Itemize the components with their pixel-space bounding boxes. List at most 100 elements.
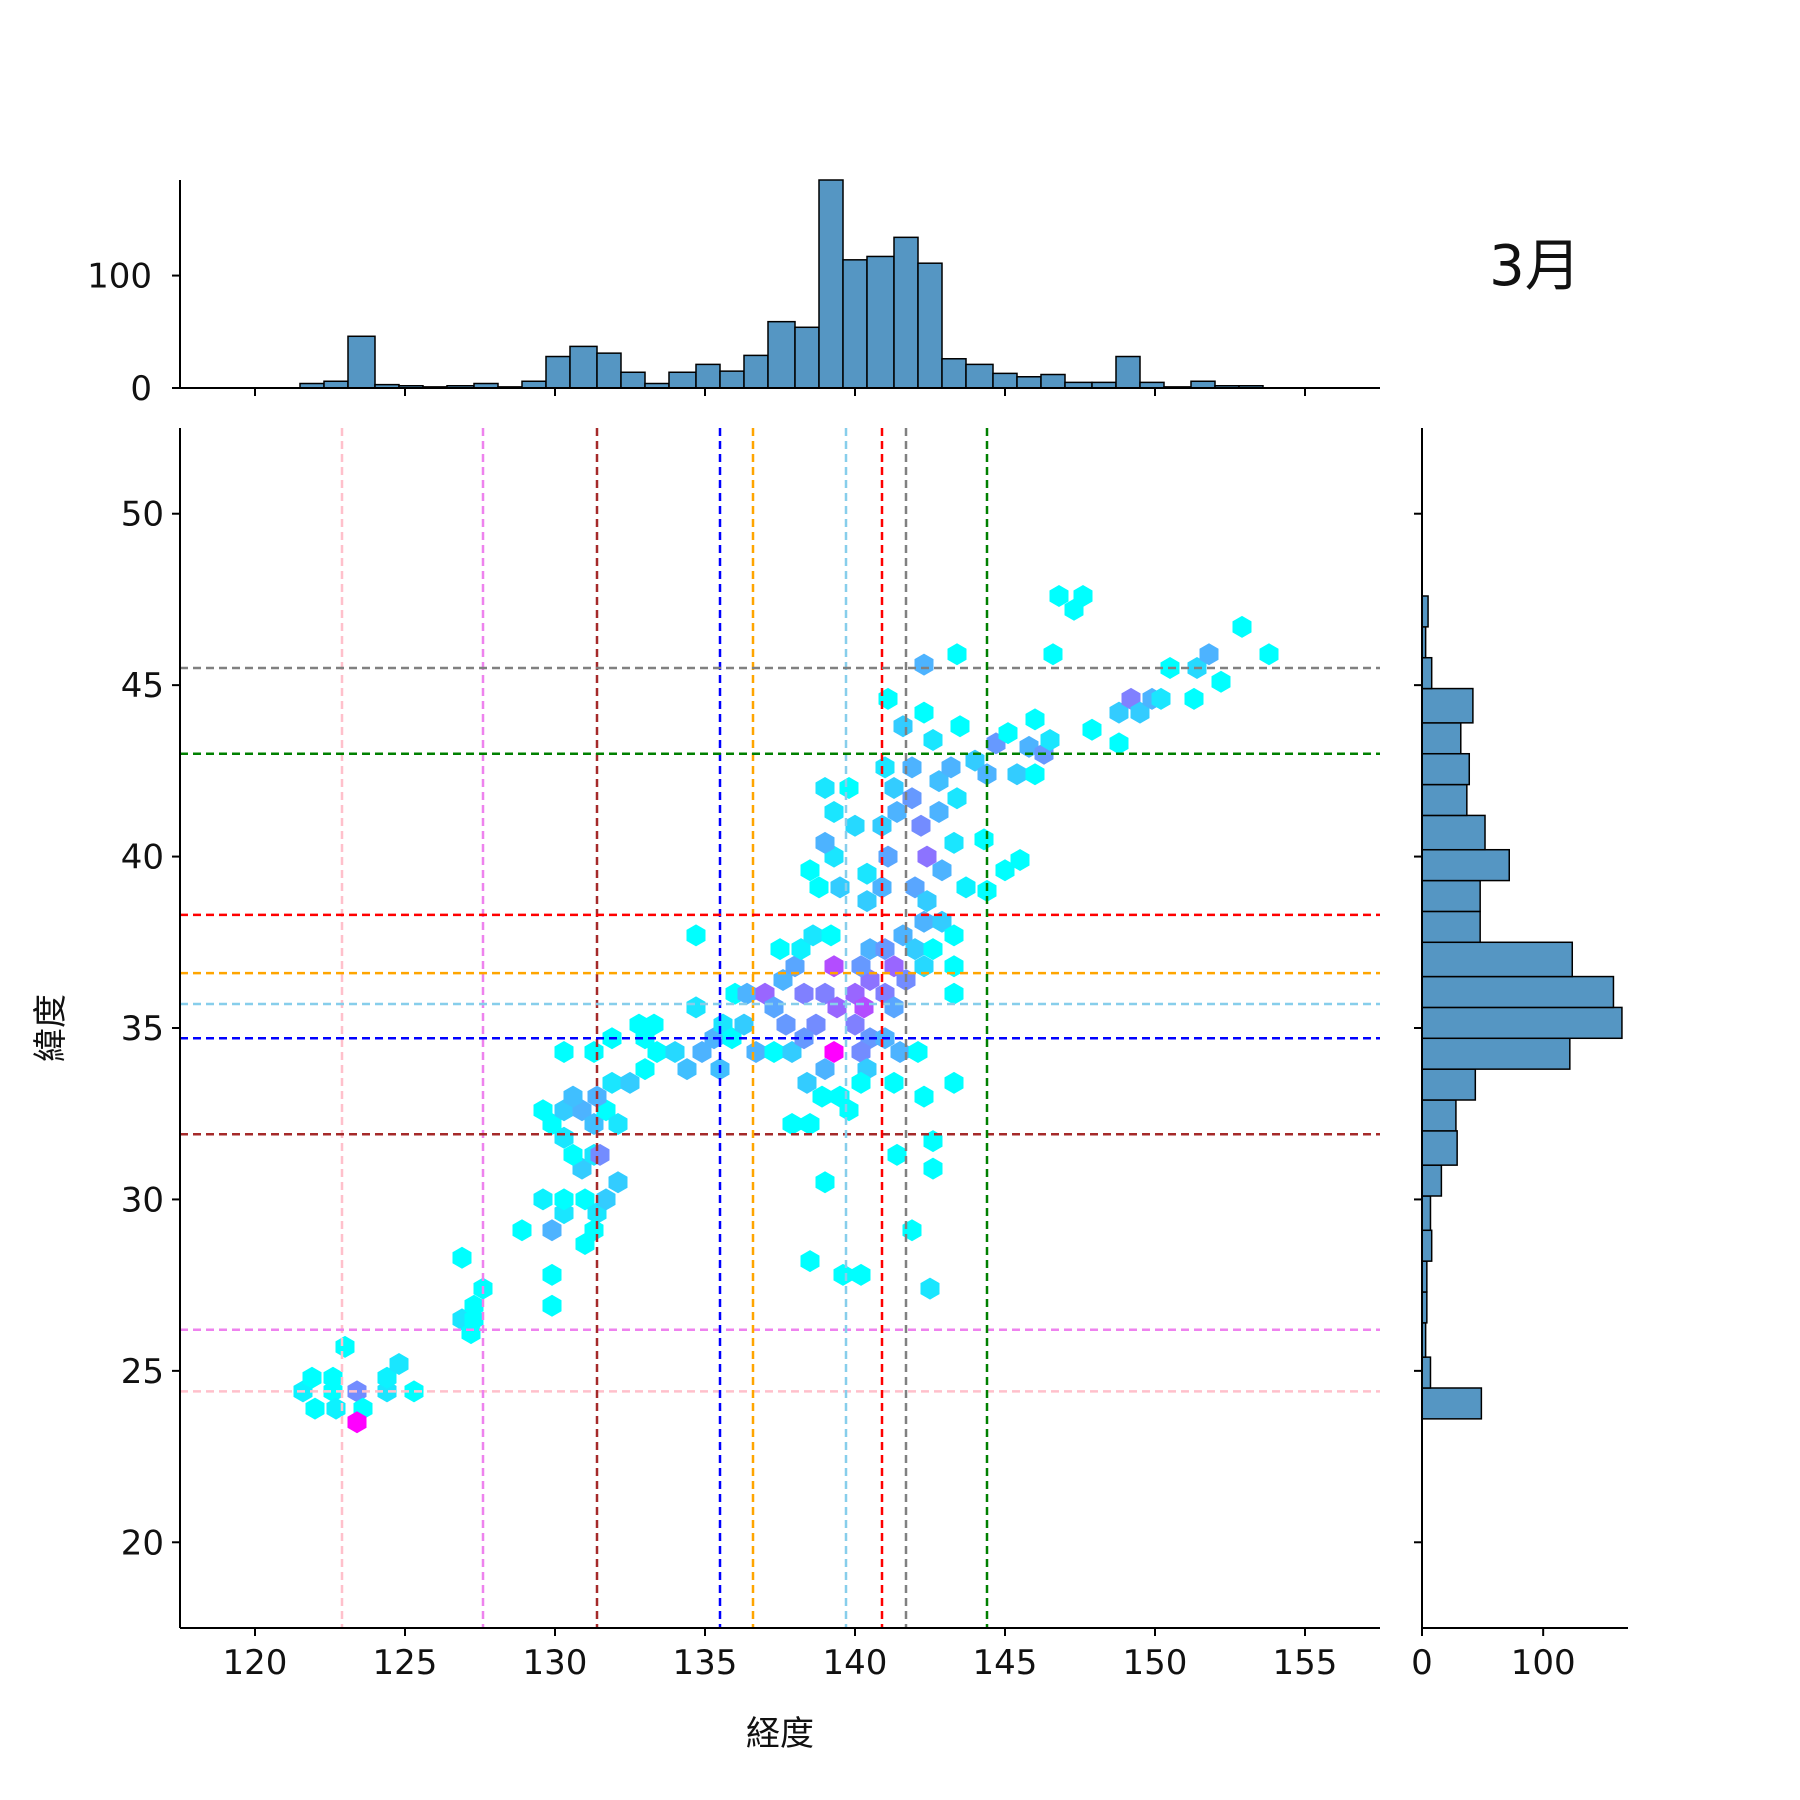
hexbin-cell: [770, 938, 790, 961]
top-histogram-bar: [866, 255, 895, 389]
top-histogram-bar: [893, 236, 919, 389]
hexbin-cell: [905, 938, 925, 961]
right-histogram-bar: [1421, 1195, 1432, 1232]
x-tick-label: 120: [223, 1643, 288, 1683]
hexbin-cell: [914, 910, 934, 933]
y-tick-label: 20: [121, 1523, 164, 1563]
x-tick-label: 155: [1273, 1643, 1338, 1683]
hexbin-cell: [845, 814, 865, 837]
right-histogram-bar: [1421, 975, 1615, 1009]
hexbin-cell: [917, 890, 937, 913]
hexbin-cell: [815, 982, 835, 1005]
right-histogram-bar: [1421, 941, 1574, 978]
top-histogram-bar: [767, 320, 796, 389]
y-tick-label: 30: [121, 1180, 164, 1220]
hexbin-cell: [893, 715, 913, 738]
y-tick-label: 45: [121, 666, 164, 706]
hexbin-cell: [830, 876, 850, 899]
hexbin-cell: [812, 1085, 832, 1108]
hexbin-cell: [305, 1397, 325, 1420]
right-histogram-bar: [1421, 1229, 1433, 1262]
hexbin-cell: [887, 1143, 907, 1166]
hexbin-cell: [665, 1041, 685, 1063]
right-histogram-bar: [1421, 1068, 1477, 1101]
hexbin-cell: [914, 653, 934, 676]
hexbin-cell: [800, 859, 820, 882]
hexbin-cell: [782, 1113, 802, 1135]
hexbin-cell: [554, 1126, 574, 1149]
hexbin-cell: [947, 643, 967, 666]
right-histogram-bar: [1421, 722, 1462, 755]
right-histogram-bar: [1421, 879, 1481, 913]
chart-title: 3月: [1489, 234, 1581, 299]
x-tick-label: 125: [373, 1643, 438, 1683]
y-tick-label: 50: [121, 495, 164, 535]
y-axis-label: 緯度: [31, 994, 71, 1062]
hexbin-cell: [908, 1041, 928, 1063]
hexbin-cell: [323, 1366, 343, 1389]
hexbin-cell: [800, 1250, 820, 1273]
hexbin-cell: [764, 996, 784, 1019]
hexbin-cell: [764, 1041, 784, 1063]
hexbin-cell: [575, 1188, 595, 1211]
hexbin-cell: [815, 777, 835, 799]
top-histogram-bar: [668, 371, 697, 389]
hexbin-cell: [905, 876, 925, 899]
hexbin-cell: [773, 969, 793, 991]
hexbin-cell: [923, 938, 943, 961]
hexbin-cell: [461, 1322, 481, 1345]
hexbin-cell: [827, 996, 847, 1019]
x-tick-label: 130: [523, 1643, 588, 1683]
hexbin-cell: [677, 1058, 697, 1081]
hexbin-cell: [590, 1143, 610, 1166]
top-histogram-bar: [323, 380, 349, 389]
hexbin-cell: [533, 1099, 553, 1122]
hexbin-cell: [686, 924, 706, 947]
hexbin-cell: [923, 1130, 943, 1153]
right-histogram-bar: [1421, 1037, 1571, 1070]
hexbin-cell: [920, 1277, 940, 1300]
hexbin-cell: [929, 770, 949, 793]
hexbin-cell: [833, 1263, 853, 1286]
hexbin-cell: [839, 1099, 859, 1122]
hexbin-cell: [854, 996, 874, 1019]
hexbin-cell: [1073, 585, 1093, 607]
hexbin-cell: [1025, 763, 1045, 786]
top-histogram-bar: [743, 354, 769, 389]
top-histogram-bar: [620, 371, 646, 389]
top-histogram-bar: [965, 363, 994, 389]
hexbin-cell: [887, 801, 907, 823]
hexbin-cell: [824, 1041, 844, 1063]
hexbin-cell: [620, 1071, 640, 1094]
hexbin-cell: [875, 756, 895, 779]
hexbin-cell: [533, 1188, 553, 1211]
hexbin-cell: [998, 722, 1018, 745]
hexbin-cell: [785, 955, 805, 978]
hexbin-cell: [947, 787, 967, 810]
right-histogram-bar: [1421, 814, 1486, 851]
hexbin-cell: [914, 701, 934, 724]
hexbin-cell: [782, 1041, 802, 1063]
hexbin-cell: [956, 876, 976, 899]
right-histogram-bar: [1421, 656, 1433, 690]
hexbin-cell: [1043, 643, 1063, 666]
hexbin-cell: [815, 1171, 835, 1194]
right-histogram-bar: [1421, 783, 1468, 817]
hexbin-cell: [608, 1113, 628, 1135]
hexbin-cell: [797, 1071, 817, 1094]
hexbin-cell: [839, 777, 859, 799]
hexbin-cell: [452, 1246, 472, 1269]
top-histogram-bar: [719, 370, 745, 389]
hexbin-cell: [635, 1058, 655, 1081]
hexbin-cell: [746, 1041, 766, 1063]
hexbin-cell: [974, 828, 994, 851]
right-histogram-bar: [1421, 848, 1510, 882]
hexbin-cell: [824, 955, 844, 978]
top-histogram-bar: [569, 345, 598, 389]
hexbin-cell: [884, 777, 904, 799]
hexbin-cell: [1259, 643, 1279, 666]
hexbin-cell: [647, 1041, 667, 1063]
hexbin-cell: [1109, 701, 1129, 724]
hexbin-cell: [914, 955, 934, 978]
